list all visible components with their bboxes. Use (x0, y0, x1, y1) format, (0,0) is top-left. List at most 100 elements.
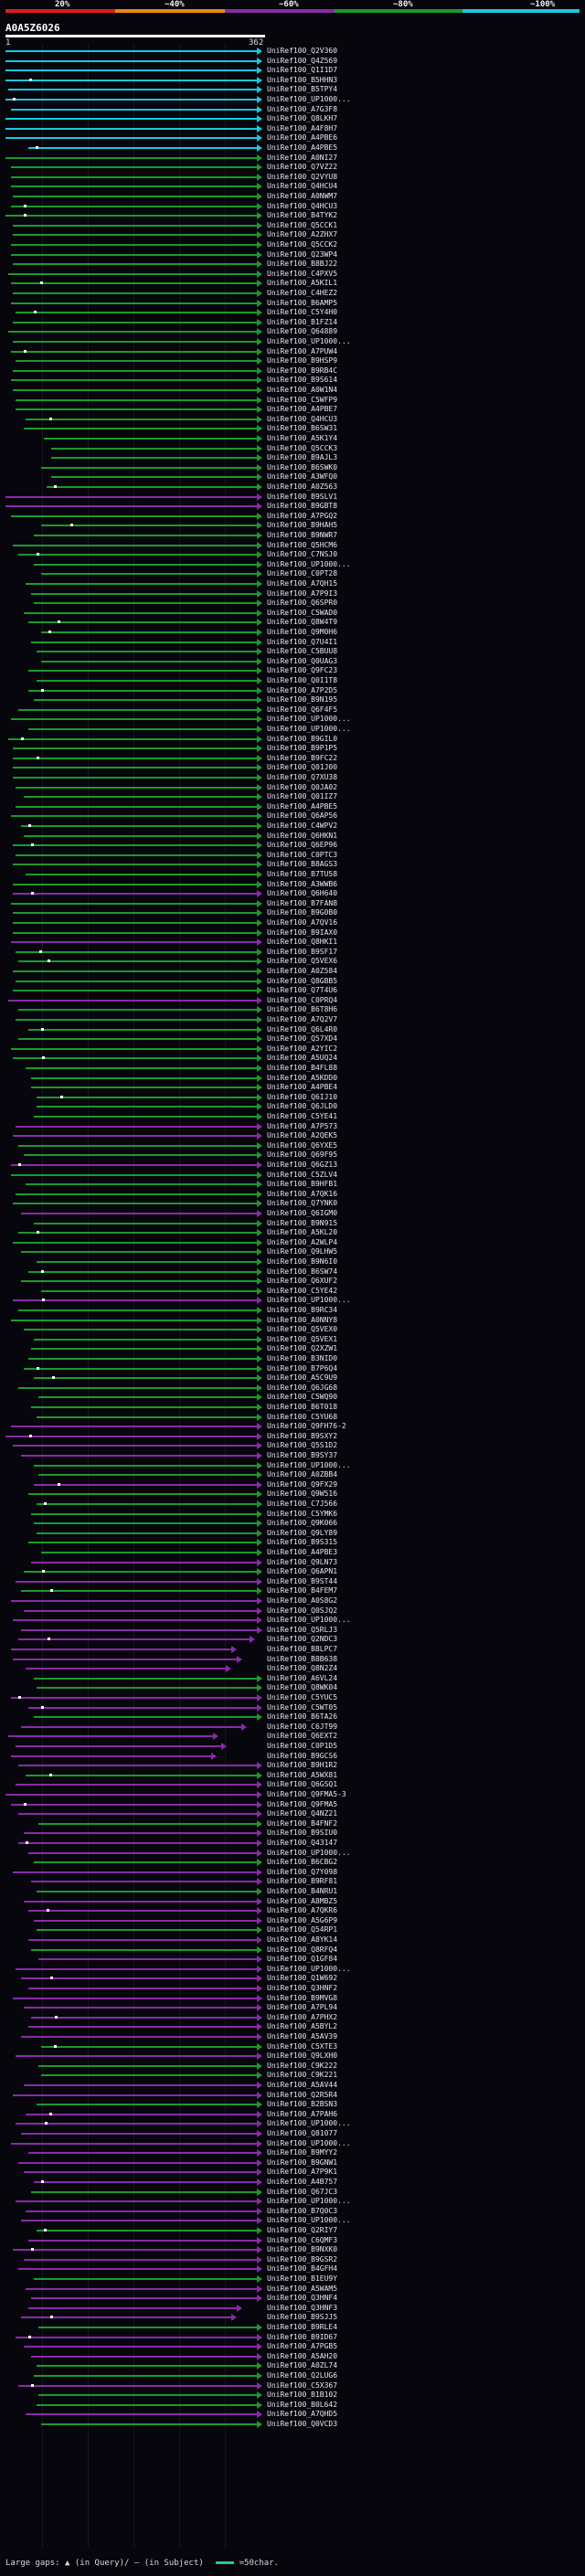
hit-link[interactable]: UniRef100_C0PT28 (267, 569, 338, 578)
hit-link[interactable]: UniRef100_B9RB4C (267, 366, 338, 375)
hit-link[interactable]: UniRef100_Q1I1D7 (267, 66, 338, 75)
hit-link[interactable]: UniRef100_B9S315 (267, 1538, 338, 1547)
hit-link[interactable]: UniRef100_Q7Y098 (267, 1867, 338, 1876)
hit-link[interactable]: UniRef100_C6JT99 (267, 1722, 338, 1731)
hit-link[interactable]: UniRef100_Q3HNF4 (267, 2294, 338, 2303)
hit-link[interactable]: UniRef100_A0W1N4 (267, 386, 338, 394)
hit-link[interactable]: UniRef100_B9SXY2 (267, 1431, 338, 1440)
hit-link[interactable]: UniRef100_A7PUW4 (267, 346, 338, 355)
hit-link[interactable]: UniRef100_B9H1R2 (267, 1761, 338, 1770)
hit-link[interactable]: UniRef100_Q5S1D2 (267, 1441, 338, 1450)
hit-link[interactable]: UniRef100_Q6JLD0 (267, 1102, 338, 1111)
hit-link[interactable]: UniRef100_A2WLP4 (267, 1237, 338, 1246)
hit-link[interactable]: UniRef100_B9SF17 (267, 947, 338, 956)
hit-link[interactable]: UniRef100_C5Y4H0 (267, 308, 338, 317)
hit-link[interactable]: UniRef100_B3NID0 (267, 1354, 338, 1362)
hit-link[interactable]: UniRef100_B9IAX0 (267, 928, 338, 937)
hit-link[interactable]: UniRef100_C5YE41 (267, 1112, 338, 1120)
hit-link[interactable]: UniRef100_B9N915 (267, 1218, 338, 1227)
hit-link[interactable]: UniRef100_B9RLE4 (267, 2323, 338, 2331)
hit-link[interactable]: UniRef100_B6T018 (267, 1403, 338, 1411)
hit-link[interactable]: UniRef100_A4PBE5 (267, 801, 338, 811)
hit-link[interactable]: UniRef100_UP1000... (267, 1848, 351, 1857)
hit-link[interactable]: UniRef100_A5KL20 (267, 1228, 338, 1237)
hit-link[interactable]: UniRef100_B9NWR7 (267, 531, 338, 539)
hit-link[interactable]: UniRef100_Q0SJQ2 (267, 1606, 338, 1615)
hit-link[interactable]: UniRef100_B9SJJ5 (267, 2313, 338, 2322)
hit-link[interactable]: UniRef100_Q5CCK1 (267, 220, 338, 229)
hit-link[interactable]: UniRef100_A7QK16 (267, 1189, 338, 1198)
hit-link[interactable]: UniRef100_B2BSN3 (267, 2100, 338, 2109)
hit-link[interactable]: UniRef100_A8YK14 (267, 1935, 338, 1944)
hit-link[interactable]: UniRef100_Q6HKN1 (267, 831, 338, 840)
hit-link[interactable]: UniRef100_C5WQ90 (267, 1393, 338, 1402)
hit-link[interactable]: UniRef100_A7PHX2 (267, 2012, 338, 2021)
hit-link[interactable]: UniRef100_C5YUC5 (267, 1693, 338, 1701)
hit-link[interactable]: UniRef100_A8MBZ5 (267, 1896, 338, 1905)
hit-link[interactable]: UniRef100_B9GIL0 (267, 734, 338, 743)
hit-link[interactable]: UniRef100_Q5HCM6 (267, 540, 338, 549)
hit-link[interactable]: UniRef100_Q6F4F5 (267, 705, 338, 714)
hit-link[interactable]: UniRef100_B9SLV1 (267, 492, 338, 501)
hit-link[interactable]: UniRef100_B8AGS3 (267, 860, 338, 869)
hit-link[interactable]: UniRef100_Q2NDC3 (267, 1635, 338, 1644)
hit-link[interactable]: UniRef100_B9N6I0 (267, 1257, 338, 1266)
hit-link[interactable]: UniRef100_B0L642 (267, 2400, 338, 2409)
hit-link[interactable]: UniRef100_B9GBT8 (267, 502, 338, 511)
hit-link[interactable]: UniRef100_B1B102 (267, 2390, 338, 2400)
hit-link[interactable]: UniRef100_A7QKR6 (267, 1906, 338, 1915)
hit-link[interactable]: UniRef100_Q5VEX0 (267, 1325, 338, 1334)
hit-link[interactable]: UniRef100_C5YE42 (267, 1286, 338, 1295)
hit-link[interactable]: UniRef100_A4PBE6 (267, 133, 338, 143)
hit-link[interactable]: UniRef100_Q1W692 (267, 1974, 338, 1983)
hit-link[interactable]: UniRef100_A7G3F8 (267, 104, 338, 113)
hit-link[interactable]: UniRef100_A5AH20 (267, 2351, 338, 2360)
hit-link[interactable]: UniRef100_C0PRQ4 (267, 995, 338, 1004)
hit-link[interactable]: UniRef100_C5BUU8 (267, 647, 338, 656)
hit-link[interactable]: UniRef100_B9GNW1 (267, 2157, 338, 2167)
hit-link[interactable]: UniRef100_Q67JC3 (267, 2187, 338, 2196)
hit-link[interactable]: UniRef100_Q4Z569 (267, 56, 338, 65)
hit-link[interactable]: UniRef100_B5TPY4 (267, 85, 338, 94)
hit-link[interactable]: UniRef100_UP1000... (267, 337, 351, 345)
hit-link[interactable]: UniRef100_Q5RLJ3 (267, 1625, 338, 1634)
hit-link[interactable]: UniRef100_Q8WK04 (267, 1683, 338, 1692)
hit-link[interactable]: UniRef100_Q01IZ7 (267, 792, 338, 801)
hit-link[interactable]: UniRef100_A5AV44 (267, 2081, 338, 2089)
hit-link[interactable]: UniRef100_Q5VEX6 (267, 957, 338, 966)
hit-link[interactable]: UniRef100_C9K222 (267, 2061, 338, 2070)
hit-link[interactable]: UniRef100_A0Z563 (267, 482, 338, 491)
hit-link[interactable]: UniRef100_C5WAD0 (267, 608, 338, 617)
hit-link[interactable]: UniRef100_C5WT05 (267, 1702, 338, 1712)
hit-link[interactable]: UniRef100_A7PGB5 (267, 2342, 338, 2351)
hit-link[interactable]: UniRef100_A0S8G2 (267, 1596, 338, 1605)
hit-link[interactable]: UniRef100_B4TYK2 (267, 211, 338, 220)
hit-link[interactable]: UniRef100_B9FC22 (267, 753, 338, 762)
hit-link[interactable]: UniRef100_B9RC34 (267, 1306, 338, 1314)
hit-link[interactable]: UniRef100_Q6JG68 (267, 1383, 338, 1392)
hit-link[interactable]: UniRef100_Q9FX29 (267, 1479, 338, 1489)
hit-link[interactable]: UniRef100_A3WFQ0 (267, 472, 338, 482)
hit-link[interactable]: UniRef100_A7PAH6 (267, 2109, 338, 2118)
hit-link[interactable]: UniRef100_B9G0B0 (267, 908, 338, 917)
hit-link[interactable]: UniRef100_Q7T4U6 (267, 986, 338, 995)
hit-link[interactable]: UniRef100_B7FAN8 (267, 898, 338, 907)
hit-link[interactable]: UniRef100_Q8RFQ4 (267, 1945, 338, 1954)
hit-link[interactable]: UniRef100_A5KDD0 (267, 1073, 338, 1082)
hit-link[interactable]: UniRef100_B9GCS6 (267, 1751, 338, 1760)
hit-link[interactable]: UniRef100_Q7U4I1 (267, 637, 338, 646)
hit-link[interactable]: UniRef100_Q8GBB5 (267, 976, 338, 985)
hit-link[interactable]: UniRef100_B6T8H6 (267, 1005, 338, 1014)
hit-link[interactable]: UniRef100_A2QEK5 (267, 1131, 338, 1140)
hit-link[interactable]: UniRef100_A7P9I3 (267, 588, 338, 598)
hit-link[interactable]: UniRef100_Q2R5R4 (267, 2090, 338, 2099)
hit-link[interactable]: UniRef100_Q23WP4 (267, 249, 338, 259)
hit-link[interactable]: UniRef100_C5XTE3 (267, 2041, 338, 2051)
hit-link[interactable]: UniRef100_Q9FC23 (267, 666, 338, 675)
hit-link[interactable]: UniRef100_Q2XZW1 (267, 1344, 338, 1353)
hit-link[interactable]: UniRef100_B9MVG8 (267, 1993, 338, 2002)
hit-link[interactable]: UniRef100_Q6AP56 (267, 811, 338, 821)
hit-link[interactable]: UniRef100_A5WAM5 (267, 2284, 338, 2293)
hit-link[interactable]: UniRef100_Q3HNF2 (267, 1984, 338, 1992)
hit-link[interactable]: UniRef100_C6QMF3 (267, 2235, 338, 2244)
